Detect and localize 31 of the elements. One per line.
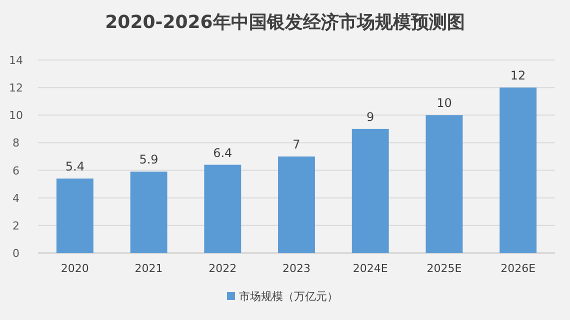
x-tick-label: 2022	[208, 262, 237, 275]
data-label: 5.4	[65, 160, 84, 174]
data-label: 12	[510, 68, 526, 83]
x-tick-label: 2023	[282, 262, 310, 275]
data-label: 10	[436, 96, 452, 110]
x-tick-label: 2020	[60, 262, 89, 275]
bar	[278, 156, 315, 253]
y-tick-label: 10	[9, 109, 23, 122]
bar	[56, 178, 94, 253]
y-tick-label: 4	[12, 192, 20, 205]
y-tick-label: 2	[12, 219, 20, 232]
data-label: 7	[292, 138, 300, 152]
bar	[352, 128, 389, 253]
y-tick-label: 6	[12, 164, 20, 178]
bar	[426, 115, 463, 253]
y-tick-label: 0	[12, 247, 20, 260]
data-label: 9	[366, 110, 374, 124]
x-tick-label: 2026E	[500, 262, 536, 275]
y-tick-label: 8	[12, 136, 20, 150]
bar	[130, 172, 168, 253]
bar	[204, 164, 242, 253]
x-tick-label: 2024E	[352, 262, 388, 275]
data-label: 5.9	[139, 152, 158, 167]
bar	[500, 88, 537, 253]
y-tick-label: 12	[9, 82, 23, 95]
chart-title: 2020-2026年中国银发经济市场规模预测图	[105, 12, 465, 33]
y-tick-label: 14	[9, 54, 23, 67]
legend-label: 市场规模（万亿元）	[239, 290, 338, 303]
data-label: 6.4	[213, 146, 232, 160]
x-tick-label: 2021	[134, 262, 163, 275]
x-tick-label: 2025E	[426, 262, 462, 275]
